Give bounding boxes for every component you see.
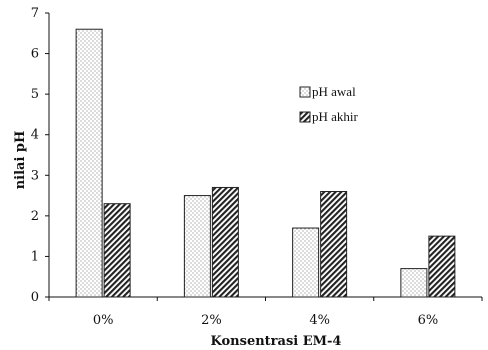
x-tick-label: 0%: [93, 313, 114, 328]
legend-label: pH awal: [312, 84, 356, 99]
y-tick-label: 6: [31, 47, 39, 62]
y-tick-label: 0: [31, 290, 39, 305]
x-axis-title: Konsentrasi EM-4: [211, 334, 342, 349]
y-tick-label: 3: [31, 168, 39, 183]
bar-ph-akhir: [211, 186, 239, 298]
plot-area: 0 1 2 3 4 5 6 7 0% 2% 4% 6% pH awal pH akhir: [31, 6, 483, 328]
legend-swatch: [299, 111, 311, 123]
y-tick-label: 2: [31, 209, 39, 224]
bar-ph-awal: [75, 28, 103, 298]
legend-swatch: [299, 86, 311, 98]
x-tick-label: 2%: [201, 313, 222, 328]
bar-ph-awal: [183, 195, 211, 298]
bar-ph-akhir: [103, 203, 131, 298]
y-tick-label: 7: [31, 6, 39, 21]
y-tick-label: 5: [31, 87, 39, 102]
y-axis-title: nilai pH: [13, 131, 28, 190]
x-tick-label: 6%: [418, 313, 439, 328]
x-tick-label: 4%: [309, 313, 330, 328]
legend-label: pH akhir: [312, 109, 359, 124]
bar-ph-akhir: [320, 191, 348, 298]
y-tick-label: 1: [31, 249, 39, 264]
bar-ph-awal: [400, 268, 428, 298]
bar-ph-akhir: [428, 235, 456, 298]
y-tick-label: 4: [31, 128, 39, 143]
bar-ph-awal: [292, 227, 320, 298]
